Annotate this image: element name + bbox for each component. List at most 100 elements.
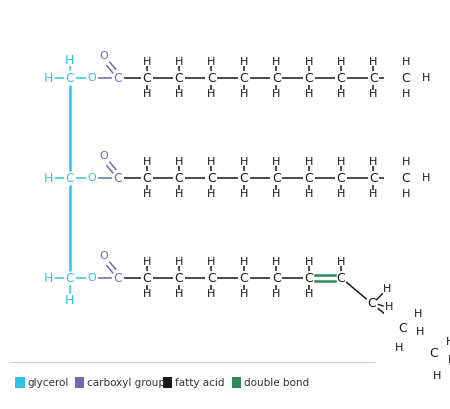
FancyBboxPatch shape: [232, 377, 241, 388]
Text: H: H: [143, 157, 151, 167]
Text: H: H: [432, 371, 441, 381]
Text: O: O: [88, 273, 96, 283]
Text: H: H: [446, 337, 450, 347]
Text: H: H: [337, 189, 345, 199]
Text: H: H: [207, 89, 216, 99]
Text: C: C: [337, 72, 346, 85]
Text: double bond: double bond: [244, 378, 309, 388]
Text: C: C: [369, 72, 378, 85]
Text: C: C: [304, 72, 313, 85]
Text: C: C: [272, 171, 281, 184]
Text: H: H: [207, 189, 216, 199]
Text: H: H: [305, 89, 313, 99]
Text: H: H: [305, 157, 313, 167]
Text: C: C: [401, 171, 410, 184]
Text: fatty acid: fatty acid: [175, 378, 224, 388]
Text: H: H: [240, 57, 248, 67]
Text: H: H: [44, 72, 53, 85]
Text: H: H: [369, 89, 378, 99]
Text: C: C: [207, 171, 216, 184]
Text: H: H: [414, 310, 422, 319]
Text: C: C: [239, 72, 248, 85]
Text: C: C: [113, 272, 122, 285]
Text: H: H: [240, 157, 248, 167]
Text: C: C: [304, 272, 313, 285]
Text: H: H: [240, 189, 248, 199]
Text: H: H: [448, 355, 450, 365]
Text: H: H: [422, 73, 431, 83]
Text: H: H: [272, 257, 280, 267]
Text: carboxyl group: carboxyl group: [87, 378, 165, 388]
Text: H: H: [240, 257, 248, 267]
Text: H: H: [143, 57, 151, 67]
Text: C: C: [142, 72, 151, 85]
Text: H: H: [369, 189, 378, 199]
Text: C: C: [66, 72, 74, 85]
Text: C: C: [142, 171, 151, 184]
Text: O: O: [99, 51, 108, 61]
Text: O: O: [88, 73, 96, 83]
Text: C: C: [272, 72, 281, 85]
Text: C: C: [175, 171, 184, 184]
Text: H: H: [65, 54, 75, 67]
Text: H: H: [369, 157, 378, 167]
Text: C: C: [304, 171, 313, 184]
Text: H: H: [207, 57, 216, 67]
Text: H: H: [175, 189, 183, 199]
Text: H: H: [272, 289, 280, 299]
Text: H: H: [422, 173, 431, 183]
Text: H: H: [383, 284, 392, 294]
FancyBboxPatch shape: [163, 377, 172, 388]
Text: H: H: [305, 289, 313, 299]
Text: H: H: [175, 289, 183, 299]
Text: O: O: [99, 151, 108, 161]
Text: glycerol: glycerol: [27, 378, 69, 388]
Text: H: H: [143, 257, 151, 267]
Text: H: H: [240, 289, 248, 299]
Text: C: C: [272, 272, 281, 285]
Text: H: H: [337, 157, 345, 167]
Text: H: H: [44, 171, 53, 184]
Text: H: H: [337, 89, 345, 99]
Text: H: H: [369, 57, 378, 67]
Text: C: C: [239, 171, 248, 184]
Text: H: H: [143, 189, 151, 199]
Text: H: H: [415, 328, 424, 337]
Text: H: H: [207, 157, 216, 167]
FancyBboxPatch shape: [15, 377, 25, 388]
Text: H: H: [175, 157, 183, 167]
Text: H: H: [305, 57, 313, 67]
Text: H: H: [402, 157, 410, 167]
Text: H: H: [337, 57, 345, 67]
Text: C: C: [337, 171, 346, 184]
Text: H: H: [402, 189, 410, 199]
Text: H: H: [143, 289, 151, 299]
Text: H: H: [175, 257, 183, 267]
Text: H: H: [305, 257, 313, 267]
Text: C: C: [113, 72, 122, 85]
Text: C: C: [66, 171, 74, 184]
Text: C: C: [239, 272, 248, 285]
Text: O: O: [99, 251, 108, 261]
Text: H: H: [207, 257, 216, 267]
Text: H: H: [272, 57, 280, 67]
Text: C: C: [398, 322, 407, 335]
Text: H: H: [272, 189, 280, 199]
Text: C: C: [337, 272, 346, 285]
Text: O: O: [88, 173, 96, 183]
Text: H: H: [143, 89, 151, 99]
Text: C: C: [66, 272, 74, 285]
Text: C: C: [207, 72, 216, 85]
Text: C: C: [207, 272, 216, 285]
Text: C: C: [175, 72, 184, 85]
Text: C: C: [175, 272, 184, 285]
Text: H: H: [337, 257, 345, 267]
Text: H: H: [272, 89, 280, 99]
Text: C: C: [369, 171, 378, 184]
Text: C: C: [113, 171, 122, 184]
Text: H: H: [402, 57, 410, 67]
Text: H: H: [272, 157, 280, 167]
Text: H: H: [385, 302, 393, 312]
Text: H: H: [402, 89, 410, 99]
Text: H: H: [240, 89, 248, 99]
